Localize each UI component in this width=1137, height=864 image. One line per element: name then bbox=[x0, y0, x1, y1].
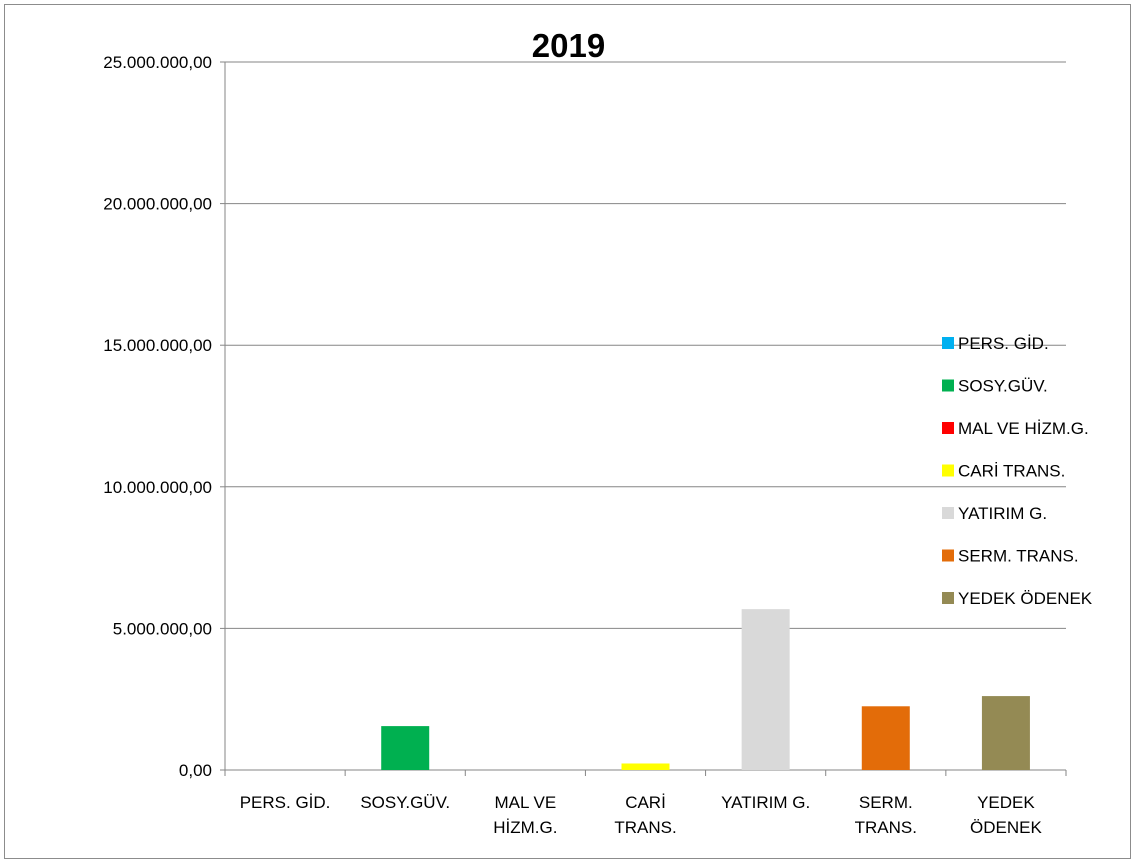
legend-label: CARİ TRANS. bbox=[958, 462, 1065, 481]
x-tick-label: SOSY.GÜV. bbox=[360, 793, 450, 812]
legend-swatch bbox=[942, 550, 954, 562]
y-tick-label: 20.000.000,00 bbox=[103, 195, 212, 214]
y-tick-label: 0,00 bbox=[179, 761, 212, 780]
legend-label: YEDEK ÖDENEK bbox=[958, 589, 1093, 608]
y-tick-label: 5.000.000,00 bbox=[113, 619, 212, 638]
x-tick-label: PERS. GİD. bbox=[240, 793, 331, 812]
x-tick-label: YATIRIM G. bbox=[721, 793, 810, 812]
legend-swatch bbox=[942, 507, 954, 519]
x-tick-label: CARİ TRANS. bbox=[614, 793, 676, 837]
x-tick-label: SERM. TRANS. bbox=[855, 793, 917, 837]
legend-label: SOSY.GÜV. bbox=[958, 377, 1048, 396]
legend-swatch bbox=[942, 592, 954, 604]
y-tick-label: 10.000.000,00 bbox=[103, 478, 212, 497]
bar bbox=[862, 706, 910, 770]
legend-swatch bbox=[942, 380, 954, 392]
x-tick-label: MAL VE HİZM.G. bbox=[493, 793, 557, 837]
legend-label: SERM. TRANS. bbox=[958, 547, 1079, 566]
bar bbox=[622, 763, 670, 770]
legend-swatch bbox=[942, 422, 954, 434]
legend-swatch bbox=[942, 465, 954, 477]
bar bbox=[982, 696, 1030, 770]
legend-swatch bbox=[942, 337, 954, 349]
y-tick-label: 15.000.000,00 bbox=[103, 336, 212, 355]
legend-label: YATIRIM G. bbox=[958, 504, 1047, 523]
bar bbox=[381, 726, 429, 770]
bar bbox=[742, 609, 790, 770]
x-tick-label: YEDEK ÖDENEK bbox=[970, 793, 1042, 837]
legend-label: MAL VE HİZM.G. bbox=[958, 419, 1089, 438]
legend-label: PERS. GİD. bbox=[958, 334, 1049, 353]
y-tick-label: 25.000.000,00 bbox=[103, 53, 212, 72]
